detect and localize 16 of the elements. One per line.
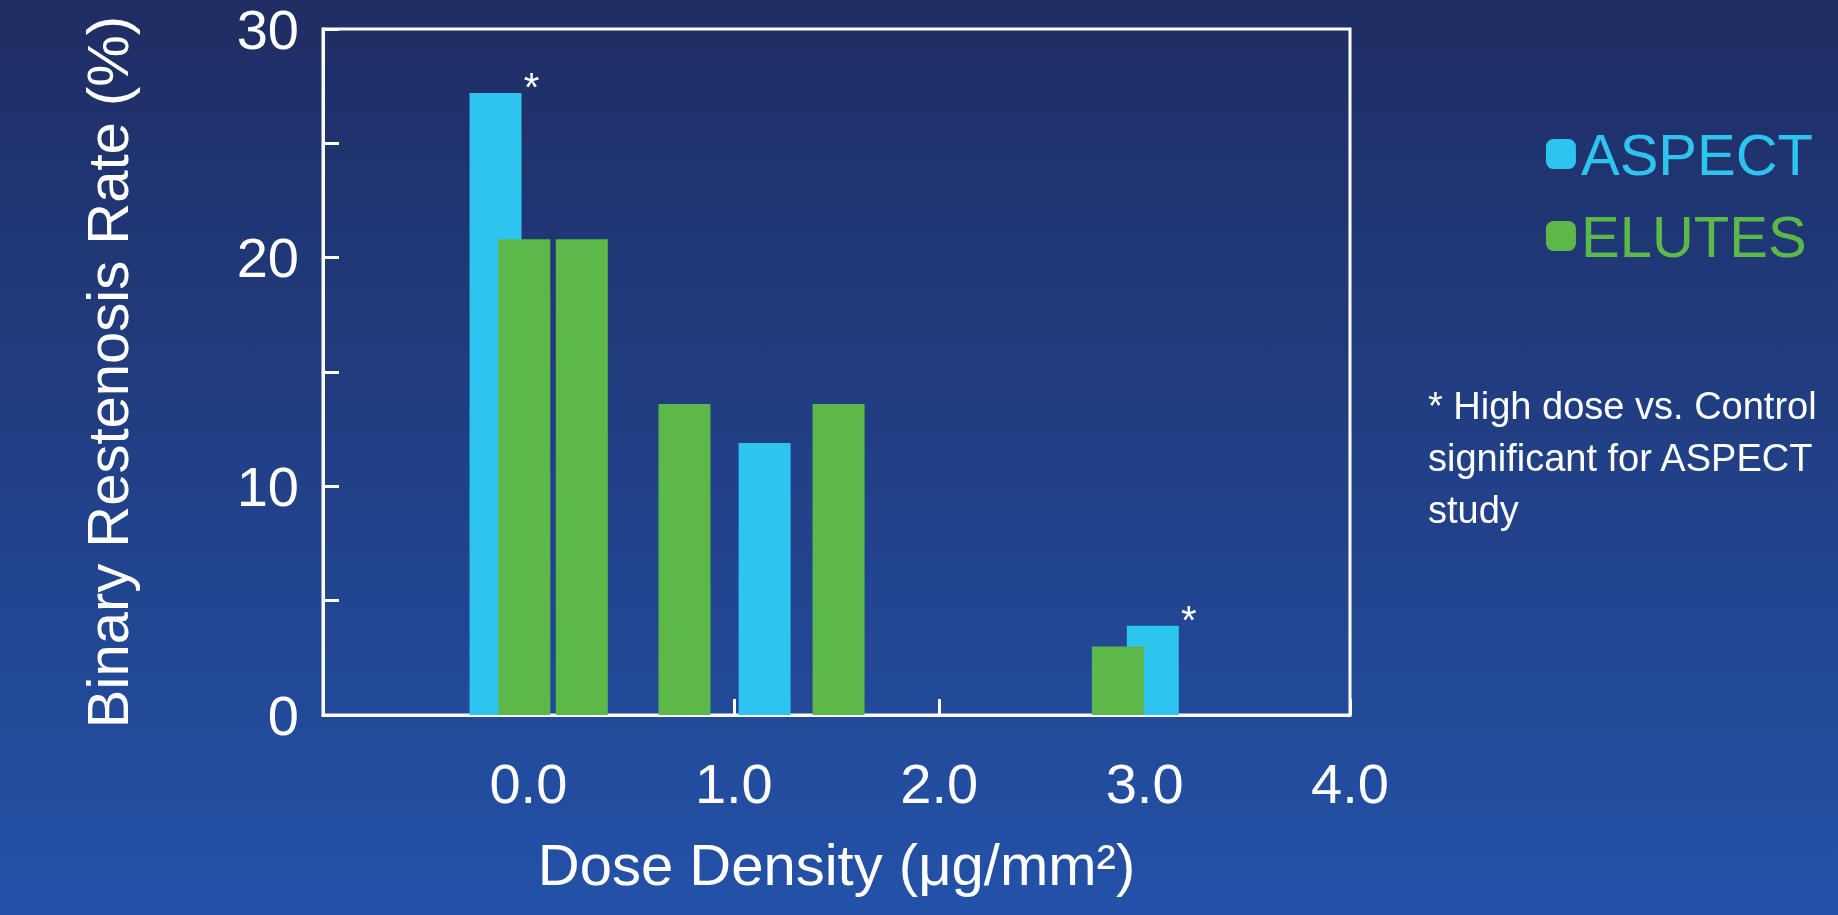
- x-tick-label: 3.0: [1105, 751, 1184, 815]
- x-tick-label: 4.0: [1311, 751, 1389, 815]
- y-axis-title: Binary Restenosis Rate (%): [74, 15, 140, 729]
- x-tick-label: 2.0: [900, 751, 979, 815]
- annotation: *: [1181, 597, 1197, 642]
- x-tick-label: 1.0: [694, 751, 773, 815]
- y-tick-label: 30: [236, 0, 299, 61]
- legend-label: ELUTES: [1580, 203, 1807, 269]
- y-tick-label: 20: [236, 226, 299, 290]
- y-tick-label: 0: [267, 683, 299, 747]
- text: * High dose vs. Control significant for ASPECT study: [1428, 385, 1828, 531]
- legend-label: ASPECT: [1580, 121, 1814, 187]
- y-tick-label: 10: [236, 454, 299, 518]
- x-axis-title: Dose Density (μg/mm²): [537, 831, 1136, 897]
- x-tick-label: 0.0: [489, 751, 568, 815]
- annotation: *: [523, 65, 540, 110]
